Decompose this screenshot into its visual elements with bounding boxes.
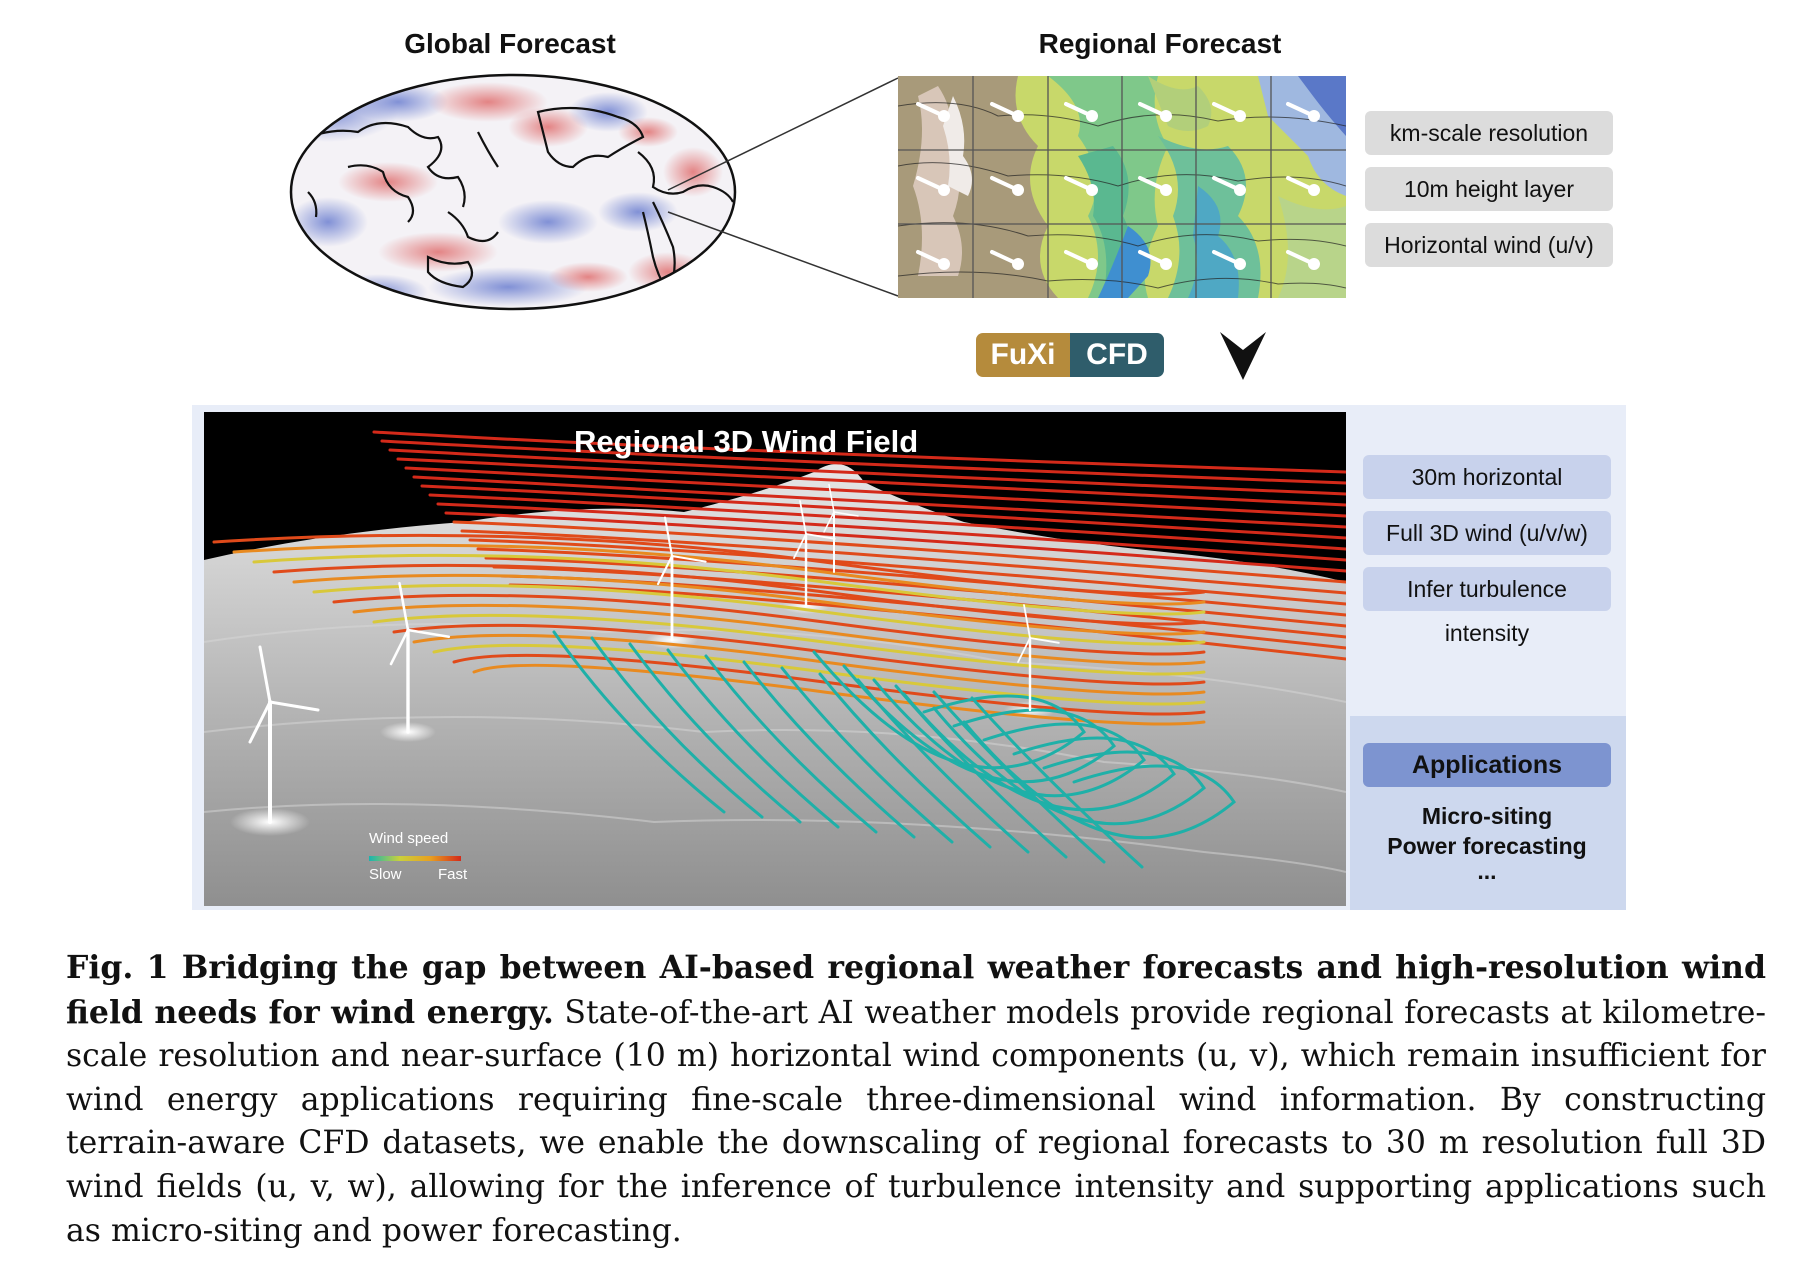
wind-turbine-icon bbox=[656, 516, 707, 642]
tag-10m-height-layer: 10m height layer bbox=[1365, 167, 1613, 211]
streamline bbox=[552, 630, 726, 814]
wind-vector-head bbox=[1012, 258, 1024, 270]
streamline bbox=[372, 430, 1346, 474]
streamline bbox=[452, 520, 1346, 584]
wind-vector-head bbox=[1086, 110, 1098, 122]
streamline bbox=[444, 511, 1346, 573]
caption-label: Fig. 1 Bridging the gap between AI-based… bbox=[66, 949, 1766, 1031]
streamline bbox=[472, 663, 1206, 726]
streamline bbox=[292, 573, 1206, 636]
streamline bbox=[252, 553, 1206, 616]
streamline bbox=[428, 493, 1346, 551]
application-ellipsis: ... bbox=[1477, 858, 1497, 884]
global-forecast-map bbox=[289, 73, 737, 311]
streamline bbox=[666, 648, 840, 829]
streamline bbox=[460, 529, 1346, 595]
legend-colorbar bbox=[369, 856, 461, 861]
wind-vector-head bbox=[1234, 110, 1246, 122]
streamline bbox=[352, 603, 1206, 666]
streamline bbox=[780, 666, 954, 844]
zoom-connector-lines bbox=[667, 77, 899, 297]
wind-vector-head bbox=[1012, 110, 1024, 122]
fuxi-cfd-badge: FuXi CFD bbox=[976, 333, 1164, 377]
streamline bbox=[818, 672, 992, 849]
streamline bbox=[812, 650, 1086, 770]
regional-forecast-map bbox=[898, 76, 1346, 298]
legend-title: Wind speed bbox=[369, 830, 449, 847]
wind-vector-head bbox=[938, 184, 950, 196]
streamline bbox=[962, 720, 1236, 840]
streamline bbox=[380, 439, 1346, 485]
application-micro-siting: Micro-siting bbox=[1421, 803, 1553, 829]
streamline bbox=[404, 466, 1346, 518]
wind-vector-head bbox=[1160, 110, 1172, 122]
caption-text: State-of-the-art AI weather models provi… bbox=[66, 994, 1766, 1249]
streamline bbox=[392, 623, 1206, 686]
badge-fuxi-label: FuXi bbox=[976, 333, 1070, 377]
wind-vector-head bbox=[938, 258, 950, 270]
wind-turbine-icon bbox=[248, 645, 320, 824]
streamline bbox=[476, 547, 1346, 617]
streamline bbox=[396, 457, 1346, 507]
streamline bbox=[704, 654, 878, 834]
legend-fast-label: Fast bbox=[438, 866, 468, 883]
streamline bbox=[590, 636, 764, 819]
wind-field-3d-scene bbox=[204, 412, 1346, 906]
global-forecast-title: Global Forecast bbox=[404, 28, 616, 59]
wind-turbine-icon bbox=[823, 483, 859, 573]
wind-turbine-icon bbox=[793, 500, 836, 608]
streamline bbox=[452, 653, 1206, 716]
legend-slow-label: Slow bbox=[369, 866, 402, 883]
streamline bbox=[902, 692, 1176, 812]
streamline bbox=[932, 706, 1206, 826]
streamline bbox=[212, 533, 1206, 596]
wind-vector-head bbox=[1012, 184, 1024, 196]
streamline bbox=[742, 660, 916, 839]
tag-30m-resolution: 30m horizontal resolution bbox=[1363, 455, 1611, 534]
streamline bbox=[388, 448, 1346, 496]
wind-vector-head bbox=[1234, 184, 1246, 196]
streamline bbox=[312, 583, 1206, 646]
streamline bbox=[412, 475, 1346, 529]
streamline bbox=[432, 643, 1206, 706]
streamline bbox=[332, 593, 1206, 656]
wind-turbine-icon bbox=[1017, 604, 1060, 712]
wind-vector-head bbox=[1308, 184, 1320, 196]
wind-vector-head bbox=[938, 110, 950, 122]
wind-turbine-icon bbox=[389, 581, 451, 734]
streamline bbox=[372, 613, 1206, 676]
wind-vector-head bbox=[1234, 258, 1246, 270]
figure-caption: Fig. 1 Bridging the gap between AI-based… bbox=[66, 946, 1766, 1253]
wind-vector-head bbox=[1160, 184, 1172, 196]
streamline bbox=[420, 484, 1346, 540]
wind-vector-head bbox=[1086, 184, 1098, 196]
tag-km-scale-resolution: km-scale resolution bbox=[1365, 111, 1613, 155]
tag-full-3d-wind: Full 3D wind (u/v/w) bbox=[1363, 511, 1611, 555]
streamline bbox=[842, 664, 1116, 784]
wind-vector-head bbox=[1308, 258, 1320, 270]
streamline bbox=[232, 543, 1206, 606]
badge-cfd-label: CFD bbox=[1070, 333, 1164, 377]
regional-forecast-title: Regional Forecast bbox=[1038, 28, 1282, 59]
wind-vector-head bbox=[1086, 258, 1098, 270]
tag-turbulence-intensity: Infer turbulence intensity bbox=[1363, 567, 1611, 646]
applications-header: Applications bbox=[1363, 743, 1611, 787]
streamline bbox=[272, 563, 1206, 626]
application-power-forecasting: Power forecasting bbox=[1387, 833, 1587, 859]
tag-horizontal-wind: Horizontal wind (u/v) bbox=[1365, 223, 1613, 267]
wind-field-title: Regional 3D Wind Field bbox=[574, 424, 919, 459]
streamline bbox=[436, 502, 1346, 562]
wind-vector-head bbox=[1308, 110, 1320, 122]
streamline bbox=[628, 642, 802, 824]
arrow-down-icon bbox=[1220, 332, 1266, 380]
wind-vector-head bbox=[1160, 258, 1172, 270]
streamline bbox=[872, 678, 1146, 798]
streamline bbox=[484, 556, 1346, 628]
